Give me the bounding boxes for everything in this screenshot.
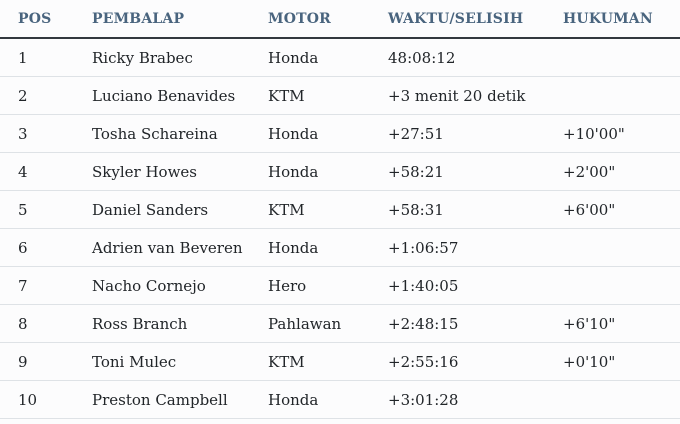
column-header-pos: POS [0, 0, 74, 39]
cell-rider: Ross Branch [74, 304, 250, 343]
cell-penalty [545, 266, 680, 305]
cell-pos: 10 [0, 380, 74, 419]
cell-bike: KTM [250, 190, 370, 229]
cell-time: +58:21 [370, 152, 545, 191]
table-row: 10 Preston Campbell Honda +3:01:28 [0, 380, 680, 419]
cell-time: +3:01:28 [370, 380, 545, 419]
cell-penalty [545, 76, 680, 115]
cell-pos: 3 [0, 114, 74, 153]
cell-pos: 7 [0, 266, 74, 305]
table-row: 3 Tosha Schareina Honda +27:51 +10'00" [0, 114, 680, 153]
cell-rider: Tosha Schareina [74, 114, 250, 153]
cell-bike: KTM [250, 342, 370, 381]
cell-time: +3 menit 20 detik [370, 76, 545, 115]
cell-pos: 9 [0, 342, 74, 381]
cell-bike: Pahlawan [250, 304, 370, 343]
cell-pos: 5 [0, 190, 74, 229]
cell-bike: KTM [250, 76, 370, 115]
column-header-time: WAKTU/SELISIH [370, 0, 545, 39]
cell-rider: Nacho Cornejo [74, 266, 250, 305]
cell-penalty: +2'00" [545, 152, 680, 191]
column-header-penalty: HUKUMAN [545, 0, 680, 39]
cell-rider: Daniel Sanders [74, 190, 250, 229]
cell-rider: Toni Mulec [74, 342, 250, 381]
cell-penalty [545, 380, 680, 419]
cell-penalty: +6'00" [545, 190, 680, 229]
cell-rider: Luciano Benavides [74, 76, 250, 115]
cell-penalty: +0'10" [545, 342, 680, 381]
table-header-row: POS PEMBALAP MOTOR WAKTU/SELISIH HUKUMAN [0, 0, 680, 39]
cell-pos: 1 [0, 38, 74, 77]
cell-pos: 2 [0, 76, 74, 115]
cell-penalty: +6'10" [545, 304, 680, 343]
cell-rider: Preston Campbell [74, 380, 250, 419]
table-row: 9 Toni Mulec KTM +2:55:16 +0'10" [0, 342, 680, 381]
table-row: 2 Luciano Benavides KTM +3 menit 20 deti… [0, 76, 680, 115]
cell-time: +2:55:16 [370, 342, 545, 381]
cell-rider: Adrien van Beveren [74, 228, 250, 267]
cell-bike: Honda [250, 380, 370, 419]
table-row: 4 Skyler Howes Honda +58:21 +2'00" [0, 152, 680, 191]
cell-rider: Ricky Brabec [74, 38, 250, 77]
cell-bike: Honda [250, 152, 370, 191]
cell-time: +1:40:05 [370, 266, 545, 305]
cell-bike: Honda [250, 228, 370, 267]
table-row: 6 Adrien van Beveren Honda +1:06:57 [0, 228, 680, 267]
cell-pos: 4 [0, 152, 74, 191]
cell-bike: Hero [250, 266, 370, 305]
cell-time: 48:08:12 [370, 38, 545, 77]
column-header-bike: MOTOR [250, 0, 370, 39]
cell-penalty [545, 38, 680, 77]
cell-time: +27:51 [370, 114, 545, 153]
column-header-rider: PEMBALAP [74, 0, 250, 39]
cell-penalty: +10'00" [545, 114, 680, 153]
cell-bike: Honda [250, 38, 370, 77]
cell-pos: 6 [0, 228, 74, 267]
cell-time: +1:06:57 [370, 228, 545, 267]
cell-pos: 8 [0, 304, 74, 343]
cell-penalty [545, 228, 680, 267]
cell-bike: Honda [250, 114, 370, 153]
table-row: 1 Ricky Brabec Honda 48:08:12 [0, 38, 680, 77]
cell-time: +2:48:15 [370, 304, 545, 343]
table-row: 8 Ross Branch Pahlawan +2:48:15 +6'10" [0, 304, 680, 343]
cell-rider: Skyler Howes [74, 152, 250, 191]
table-row: 5 Daniel Sanders KTM +58:31 +6'00" [0, 190, 680, 229]
table-row: 7 Nacho Cornejo Hero +1:40:05 [0, 266, 680, 305]
cell-time: +58:31 [370, 190, 545, 229]
